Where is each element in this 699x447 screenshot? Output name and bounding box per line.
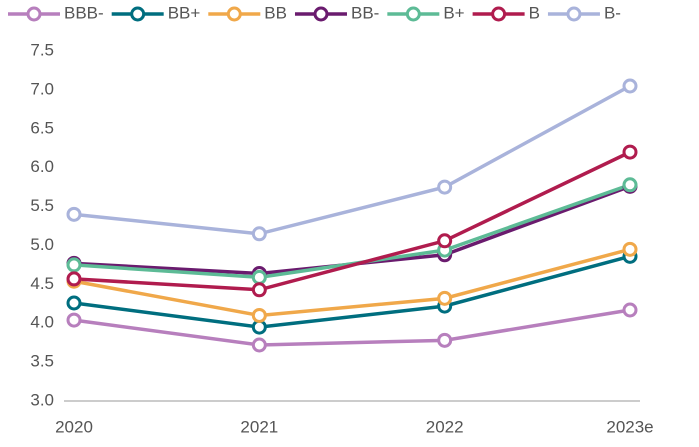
y-tick-label: 4.5 <box>30 274 54 293</box>
series-line <box>73 84 631 236</box>
point-marker <box>622 302 638 318</box>
legend-marker <box>226 6 242 22</box>
point-marker <box>66 271 82 287</box>
point-marker <box>622 144 638 160</box>
point-marker <box>622 241 638 257</box>
point-marker <box>622 177 638 193</box>
point-marker <box>66 295 82 311</box>
point-marker <box>437 179 453 195</box>
x-tick-label: 2020 <box>55 417 93 436</box>
y-tick-label: 6.5 <box>30 118 54 137</box>
legend-label: BBB- <box>64 3 104 22</box>
point-marker <box>251 226 267 242</box>
legend-label: BB+ <box>168 3 201 22</box>
point-marker <box>66 312 82 328</box>
legend-label: BB <box>264 3 287 22</box>
y-tick-label: 5.0 <box>30 235 54 254</box>
legend-label: BB- <box>351 3 379 22</box>
point-marker <box>66 257 82 273</box>
point-marker <box>251 282 267 298</box>
legend-marker <box>566 6 582 22</box>
point-marker <box>251 337 267 353</box>
point-marker <box>437 332 453 348</box>
point-marker <box>437 290 453 306</box>
legend-marker <box>491 6 507 22</box>
legend-marker <box>26 6 42 22</box>
legend-label: B <box>529 3 540 22</box>
point-marker <box>66 206 82 222</box>
y-tick-label: 7.5 <box>30 40 54 59</box>
point-marker <box>251 307 267 323</box>
y-tick-label: 3.0 <box>30 390 54 409</box>
point-marker <box>437 233 453 249</box>
legend-marker <box>130 6 146 22</box>
legend-marker <box>313 6 329 22</box>
series-line <box>73 308 631 347</box>
y-tick-label: 7.0 <box>30 79 54 98</box>
series-line <box>73 150 631 292</box>
legend-label: B- <box>604 3 621 22</box>
x-tick-label: 2021 <box>240 417 278 436</box>
series-line <box>73 183 631 280</box>
x-tick-label: 2023e <box>606 417 653 436</box>
y-tick-label: 4.0 <box>30 313 54 332</box>
legend-label: B+ <box>443 3 464 22</box>
x-tick-label: 2022 <box>426 417 464 436</box>
y-tick-label: 5.5 <box>30 196 54 215</box>
y-tick-label: 3.5 <box>30 352 54 371</box>
point-marker <box>251 269 267 285</box>
y-tick-label: 6.0 <box>30 157 54 176</box>
legend-marker <box>405 6 421 22</box>
series-line <box>73 247 631 318</box>
point-marker <box>622 78 638 94</box>
series-line <box>73 184 631 276</box>
series-line <box>73 254 631 329</box>
